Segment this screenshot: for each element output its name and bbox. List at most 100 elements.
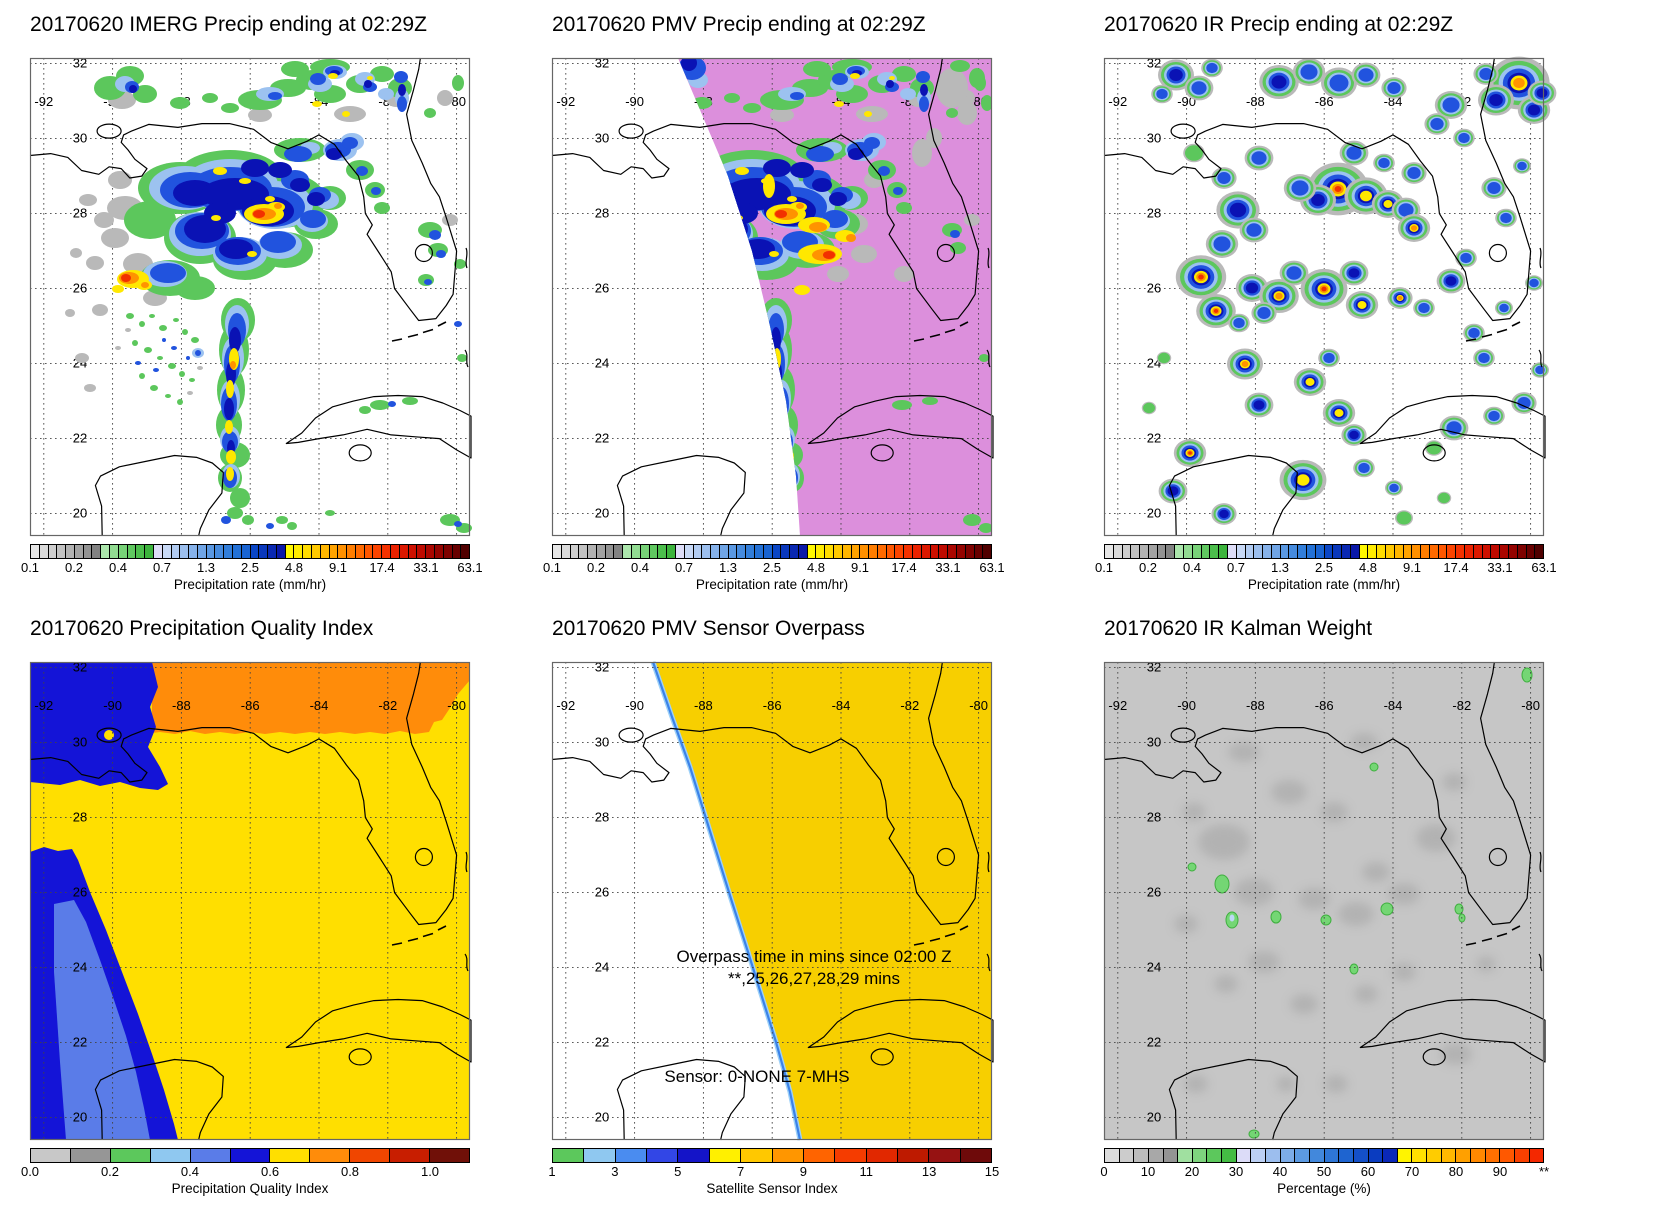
svg-text:-84: -84 bbox=[1384, 698, 1403, 713]
svg-text:-90: -90 bbox=[1177, 698, 1196, 713]
svg-text:20: 20 bbox=[1147, 506, 1161, 521]
svg-text:-86: -86 bbox=[763, 698, 782, 713]
svg-text:32: 32 bbox=[595, 660, 609, 675]
svg-text:22: 22 bbox=[595, 1035, 609, 1050]
colorbar-ticks: 0.1 0.2 0.4 0.7 1.3 2.5 4.8 9.1 17.4 33.1 63.1 bbox=[1094, 560, 1557, 575]
map-kalman-weight: -92 -90 -88 -86 -84 -82 -80 32 30 28 26 24 22 20 bbox=[1103, 660, 1546, 1141]
svg-text:24: 24 bbox=[1147, 960, 1161, 975]
colorbar-caption: Precipitation rate (mm/hr) bbox=[1247, 577, 1401, 592]
colorbar-caption: Precipitation rate (mm/hr) bbox=[695, 577, 849, 592]
panel-title: 20170620 Precipitation Quality Index bbox=[30, 617, 374, 640]
colorbar-pqi bbox=[30, 1148, 470, 1163]
svg-text:32: 32 bbox=[73, 660, 87, 675]
svg-text:28: 28 bbox=[73, 810, 87, 825]
colorbar-ticks: 0 10 20 30 40 50 60 70 80 90 ** bbox=[1100, 1164, 1550, 1179]
panel-ir-precip: 20170620 IR Precip ending at 02:29Z -92 -… bbox=[1094, 12, 1557, 592]
svg-text:32: 32 bbox=[595, 56, 609, 71]
svg-text:30: 30 bbox=[73, 131, 87, 146]
svg-text:28: 28 bbox=[595, 810, 609, 825]
svg-text:26: 26 bbox=[595, 281, 609, 296]
svg-text:22: 22 bbox=[73, 1035, 87, 1050]
svg-text:30: 30 bbox=[595, 735, 609, 750]
svg-text:28: 28 bbox=[1147, 810, 1161, 825]
svg-text:-92: -92 bbox=[556, 698, 575, 713]
panel-imerg-precip: 20170620 IMERG Precip ending at 02:29Z -… bbox=[20, 12, 483, 592]
svg-text:32: 32 bbox=[73, 56, 87, 71]
colorbar-caption: Precipitation Quality Index bbox=[171, 1181, 329, 1196]
svg-text:-84: -84 bbox=[832, 698, 851, 713]
svg-text:22: 22 bbox=[595, 431, 609, 446]
panel-title: 20170620 PMV Precip ending at 02:29Z bbox=[552, 13, 926, 36]
svg-text:-92: -92 bbox=[34, 94, 53, 109]
panel-title: 20170620 IR Precip ending at 02:29Z bbox=[1104, 13, 1454, 36]
svg-text:-92: -92 bbox=[1108, 94, 1127, 109]
svg-text:30: 30 bbox=[1147, 131, 1161, 146]
svg-text:32: 32 bbox=[1147, 660, 1161, 675]
svg-text:-88: -88 bbox=[1246, 698, 1265, 713]
svg-text:Overpass time in mins since 02: Overpass time in mins since 02:00 Z bbox=[677, 947, 952, 966]
colorbar-precip bbox=[30, 544, 470, 559]
svg-text:26: 26 bbox=[1147, 885, 1161, 900]
svg-text:22: 22 bbox=[1147, 1035, 1161, 1050]
svg-text:-82: -82 bbox=[900, 698, 919, 713]
svg-text:**,25,26,27,28,29 mins: **,25,26,27,28,29 mins bbox=[728, 969, 900, 988]
svg-text:30: 30 bbox=[1147, 735, 1161, 750]
svg-text:-86: -86 bbox=[1315, 94, 1334, 109]
svg-text:-90: -90 bbox=[625, 94, 644, 109]
svg-text:22: 22 bbox=[73, 431, 87, 446]
colorbar-ticks: 1 3 5 7 9 11 13 15 bbox=[548, 1164, 1000, 1179]
svg-text:-80: -80 bbox=[969, 698, 988, 713]
colorbar-precip bbox=[552, 544, 992, 559]
colorbar-caption: Satellite Sensor Index bbox=[706, 1181, 838, 1196]
map-sensor-overpass: -92 -90 -88 -86 -84 -82 -80 32 30 28 26 24 22 20 Overp… bbox=[551, 660, 994, 1141]
svg-text:-90: -90 bbox=[625, 698, 644, 713]
panel-title: 20170620 PMV Sensor Overpass bbox=[552, 617, 865, 640]
svg-text:28: 28 bbox=[73, 206, 87, 221]
svg-text:26: 26 bbox=[595, 885, 609, 900]
panel-sensor-overpass: 20170620 PMV Sensor Overpass -92 -90 -88 -8… bbox=[548, 616, 1000, 1196]
svg-text:-92: -92 bbox=[34, 698, 53, 713]
panel-pmv-precip: 20170620 PMV Precip ending at 02:29Z -92… bbox=[542, 12, 1005, 592]
svg-text:26: 26 bbox=[1147, 281, 1161, 296]
svg-text:28: 28 bbox=[1147, 206, 1161, 221]
colorbar-sensor bbox=[552, 1148, 992, 1163]
svg-text:20: 20 bbox=[595, 506, 609, 521]
svg-text:20: 20 bbox=[73, 1110, 87, 1125]
svg-text:20: 20 bbox=[1147, 1110, 1161, 1125]
svg-text:20: 20 bbox=[595, 1110, 609, 1125]
svg-text:-86: -86 bbox=[241, 698, 260, 713]
svg-text:-92: -92 bbox=[1108, 698, 1127, 713]
panel-quality-index: 20170620 Precipitation Quality Index -92… bbox=[20, 616, 472, 1196]
svg-text:20: 20 bbox=[73, 506, 87, 521]
colorbar-ticks: 0.1 0.2 0.4 0.7 1.3 2.5 4.8 9.1 17.4 33.1 63.1 bbox=[542, 560, 1005, 575]
svg-text:-84: -84 bbox=[310, 698, 329, 713]
colorbar-ticks: 0.1 0.2 0.4 0.7 1.3 2.5 4.8 9.1 17.4 33.1 63.1 bbox=[20, 560, 483, 575]
svg-text:-86: -86 bbox=[1315, 698, 1334, 713]
colorbar-pct bbox=[1104, 1148, 1544, 1163]
svg-text:-88: -88 bbox=[694, 698, 713, 713]
panel-kalman-weight: 20170620 IR Kalman Weight -92 -90 -88 -86 -8… bbox=[1100, 616, 1550, 1196]
svg-text:-88: -88 bbox=[172, 698, 191, 713]
colorbar-caption: Precipitation rate (mm/hr) bbox=[173, 577, 327, 592]
svg-text:-88: -88 bbox=[1246, 94, 1265, 109]
svg-text:-80: -80 bbox=[1521, 698, 1540, 713]
svg-text:24: 24 bbox=[595, 960, 609, 975]
svg-text:28: 28 bbox=[595, 206, 609, 221]
svg-text:26: 26 bbox=[73, 281, 87, 296]
colorbar-caption: Percentage (%) bbox=[1277, 1181, 1371, 1196]
svg-text:24: 24 bbox=[595, 356, 609, 371]
svg-text:24: 24 bbox=[73, 960, 87, 975]
map-quality-index: -92 -90 -88 -86 -84 -82 -80 32 30 28 26 24 22 20 bbox=[29, 660, 472, 1141]
svg-text:30: 30 bbox=[595, 131, 609, 146]
svg-text:-82: -82 bbox=[1452, 698, 1471, 713]
colorbar-ticks: 0.0 0.2 0.4 0.6 0.8 1.0 bbox=[20, 1164, 440, 1179]
svg-text:26: 26 bbox=[73, 885, 87, 900]
svg-text:Sensor: 0-NONE 7-MHS: Sensor: 0-NONE 7-MHS bbox=[664, 1067, 849, 1086]
panel-title: 20170620 IMERG Precip ending at 02:29Z bbox=[30, 13, 427, 36]
svg-text:30: 30 bbox=[73, 735, 87, 750]
panel-title: 20170620 IR Kalman Weight bbox=[1104, 617, 1373, 640]
